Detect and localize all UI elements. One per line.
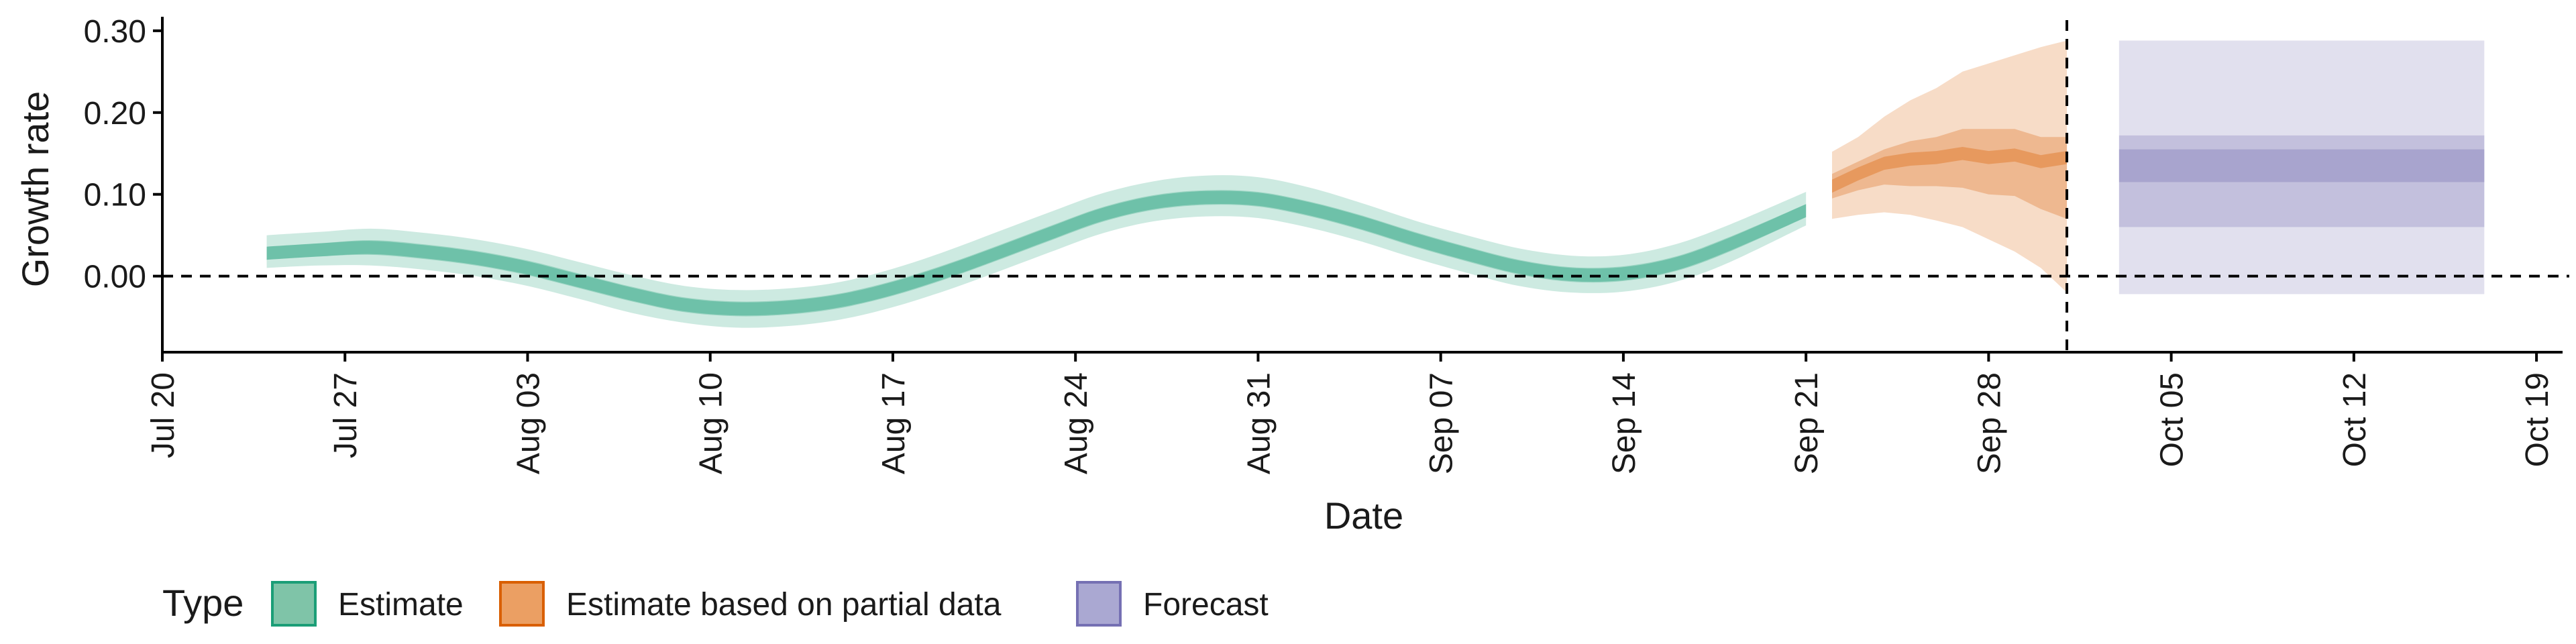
band-median-partial xyxy=(1832,147,2068,193)
x-tick-label: Jul 20 xyxy=(146,372,181,458)
x-tick-label: Aug 24 xyxy=(1059,372,1094,474)
x-tick-label: Sep 07 xyxy=(1424,372,1460,474)
legend-swatch xyxy=(1076,581,1122,627)
x-tick-label: Sep 14 xyxy=(1607,372,1642,474)
x-tick-label: Jul 27 xyxy=(328,372,364,458)
legend-label: Estimate xyxy=(338,587,464,623)
forecast-band-1 xyxy=(2118,135,2485,227)
y-tick-label: 0.10 xyxy=(84,178,146,213)
y-tick-label: 0.20 xyxy=(84,96,146,131)
x-axis-label: Date xyxy=(1324,494,1403,537)
y-axis-label: Growth rate xyxy=(14,91,56,288)
y-tick-label: 0.30 xyxy=(84,14,146,50)
axes: 0.00 0.10 0.20 0.30 Jul 20 Jul 27 Aug 03 Aug 10… xyxy=(84,14,2563,474)
x-tick-label: Aug 10 xyxy=(694,372,729,474)
forecast-band-2 xyxy=(2118,149,2485,182)
x-tick-label: Oct 05 xyxy=(2155,372,2190,467)
forecast-band-0 xyxy=(2118,40,2485,294)
x-tick-label: Oct 12 xyxy=(2337,372,2373,467)
band-90-partial xyxy=(1832,40,2068,292)
x-tick-label: Sep 21 xyxy=(1789,372,1825,474)
legend-swatch xyxy=(499,581,545,627)
legend-swatch xyxy=(271,581,317,627)
legend-label: Forecast xyxy=(1143,587,1269,623)
x-tick-label: Aug 17 xyxy=(876,372,912,474)
x-tick-label: Aug 03 xyxy=(511,372,546,474)
reference-lines xyxy=(162,20,2569,352)
x-tick-label: Sep 28 xyxy=(1972,372,2007,474)
legend-title: Type xyxy=(162,582,244,624)
x-tick-label: Aug 31 xyxy=(1241,372,1277,474)
band-50-partial xyxy=(1832,129,2068,219)
y-tick-label: 0.00 xyxy=(84,260,146,295)
chart-bands xyxy=(266,40,2485,328)
band-90-estimate xyxy=(266,175,1807,328)
legend-label: Estimate based on partial data xyxy=(566,587,1002,623)
x-tick-label: Oct 19 xyxy=(2520,372,2555,467)
legend: Type Estimate Estimate based on partial da… xyxy=(162,581,1269,627)
